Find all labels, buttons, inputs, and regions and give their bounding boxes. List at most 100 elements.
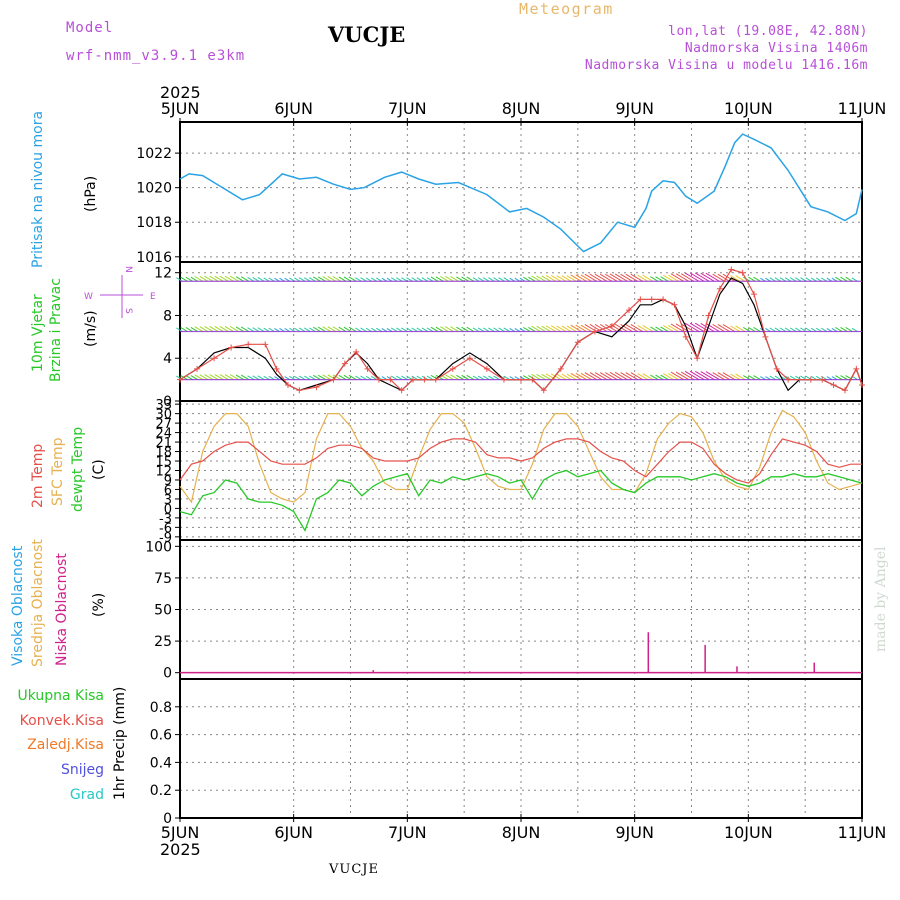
wind-barb xyxy=(519,376,526,381)
wind-barb xyxy=(274,376,280,381)
wind-barb xyxy=(712,273,725,282)
compass-s: S xyxy=(123,308,133,314)
gust-marker xyxy=(194,365,201,372)
wind-barb xyxy=(637,274,648,282)
wind-barb xyxy=(609,371,623,381)
gust-marker xyxy=(557,365,564,372)
wind-barb xyxy=(493,375,500,381)
wind-barb xyxy=(376,277,383,282)
gust-marker xyxy=(375,376,382,383)
model-elevation-text: Nadmorska Visina u modelu 1416.16m xyxy=(584,58,868,73)
wind-barb xyxy=(190,375,198,381)
wind-barb xyxy=(735,373,746,381)
wind-barb xyxy=(594,273,608,282)
wind-barb xyxy=(650,326,659,332)
wind-barb xyxy=(304,327,311,332)
wind-barb xyxy=(503,375,510,381)
wind-barb xyxy=(541,373,551,381)
wind-barb xyxy=(748,327,756,332)
wind-barb xyxy=(365,327,372,332)
wind-barb xyxy=(343,374,352,381)
wind-barb xyxy=(705,371,720,381)
wind-barb xyxy=(620,372,633,381)
wind-barb xyxy=(304,277,311,282)
wind-barb xyxy=(327,276,336,282)
wind-barb xyxy=(605,324,618,332)
wind-barb xyxy=(240,276,250,282)
precip-snijeg: Snijeg xyxy=(61,762,104,778)
wind-barb xyxy=(466,276,475,282)
wind-barb xyxy=(294,327,301,332)
wind-barb xyxy=(199,276,209,282)
wind-barb xyxy=(332,326,342,332)
wind-barb xyxy=(509,328,516,332)
wind-barb xyxy=(263,327,270,332)
wind-barb xyxy=(204,275,214,282)
wind-barb xyxy=(440,374,449,381)
wind-barb xyxy=(289,375,296,381)
wind-barb xyxy=(789,375,797,381)
wind-barb xyxy=(689,272,705,282)
wind-barb xyxy=(712,324,725,332)
wind-barb xyxy=(219,326,229,332)
dewpt-temp-line xyxy=(179,469,863,533)
wind-barb xyxy=(753,276,761,282)
wind-barb xyxy=(851,375,858,381)
wind-barb xyxy=(642,274,654,282)
wind-barb xyxy=(835,276,843,282)
gust-marker xyxy=(648,296,655,303)
panel-0-frame xyxy=(179,121,863,263)
wind-barb xyxy=(445,326,454,332)
wind-barb xyxy=(421,327,429,332)
gust-marker xyxy=(819,376,826,383)
wind-barb xyxy=(421,277,429,282)
gust-marker xyxy=(341,360,348,367)
gust-marker xyxy=(245,341,252,348)
wind-barb xyxy=(800,277,807,282)
wind-barb xyxy=(401,327,408,332)
wind-barb xyxy=(257,327,265,332)
wind-barb xyxy=(224,275,234,282)
wind-barb xyxy=(700,323,715,332)
temp-2m-line xyxy=(179,438,862,484)
wind-barb xyxy=(456,326,464,332)
wind-barb xyxy=(580,324,592,332)
wind-barb xyxy=(229,275,239,282)
wind-barb xyxy=(784,375,792,381)
wind-barb xyxy=(717,273,730,282)
wind-barb xyxy=(528,327,536,332)
cloud-label-low: Niska Oblacnost xyxy=(54,553,70,666)
wind-barb xyxy=(450,276,459,282)
wind-barb xyxy=(570,324,582,332)
wind-barb xyxy=(214,374,224,381)
wind-barb xyxy=(717,324,730,332)
wind-barb xyxy=(224,374,234,381)
wind-barb xyxy=(472,277,480,282)
wind-barb xyxy=(536,325,546,332)
wind-barb xyxy=(599,273,613,282)
wind-barb xyxy=(845,327,853,332)
wind-barb xyxy=(274,328,280,332)
wind-barb xyxy=(584,324,597,332)
wind-barb xyxy=(274,277,280,282)
wind-barb xyxy=(589,324,602,332)
wind-barb xyxy=(705,323,720,332)
top-day-label: 7JUN xyxy=(388,99,427,118)
wind-barb xyxy=(668,325,679,332)
wind-barb xyxy=(268,375,275,381)
wind-barb xyxy=(528,276,536,282)
wind-barb xyxy=(748,375,756,381)
gust-marker xyxy=(694,355,701,362)
wind-barb xyxy=(472,375,480,381)
wind-barb xyxy=(381,328,388,332)
bottom-day-label: 11JUN xyxy=(838,823,887,842)
wind-barb xyxy=(536,275,546,282)
gust-marker xyxy=(364,365,371,372)
gust-marker xyxy=(296,387,303,394)
wind-barb xyxy=(670,323,684,332)
wind-barb xyxy=(390,277,398,282)
wind-barb xyxy=(680,371,695,381)
wind-barb xyxy=(566,373,577,381)
gust-marker xyxy=(574,339,581,346)
wind-barb xyxy=(660,374,669,381)
